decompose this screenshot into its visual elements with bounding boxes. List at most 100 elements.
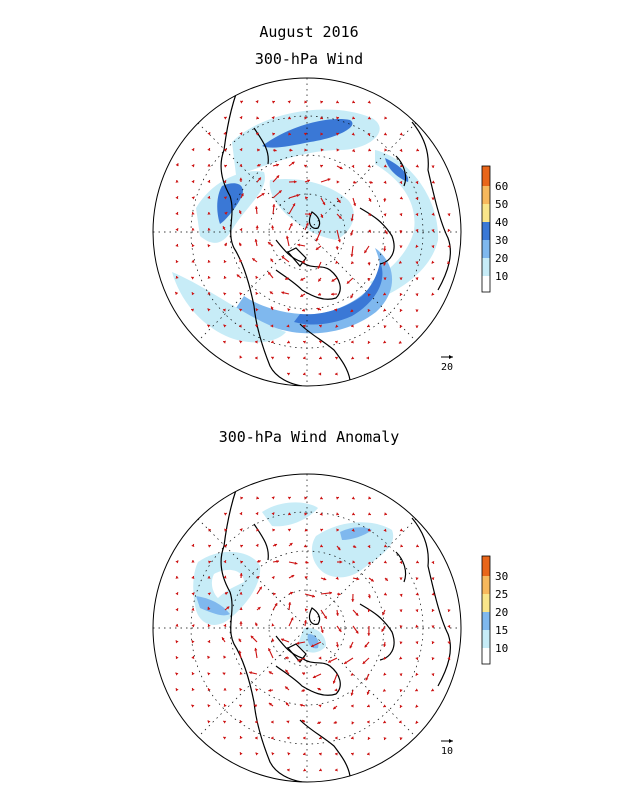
- wind-vector-head: [281, 256, 285, 260]
- wind-vector-head: [338, 215, 342, 219]
- wind-vector-head: [175, 560, 179, 564]
- wind-vector-head: [207, 656, 211, 659]
- wind-vector-head: [318, 372, 322, 376]
- wind-vector-head: [318, 278, 322, 282]
- wind-vector-head: [271, 496, 275, 500]
- wind-vector-head: [304, 116, 307, 120]
- wind-vector-head: [399, 625, 403, 628]
- wind-vector-head: [399, 213, 403, 216]
- wind-vector-head: [367, 736, 371, 740]
- wind-vector-head: [224, 528, 227, 532]
- wind-vector-head: [287, 496, 291, 500]
- wind-vector-head: [207, 720, 211, 724]
- wind-vector-head: [335, 576, 339, 580]
- wind-vector-head: [319, 736, 322, 740]
- wind-vector-head: [415, 672, 419, 676]
- wind-vector-head: [304, 100, 307, 104]
- wind-vector-head: [320, 214, 324, 218]
- top-gridlines: [153, 78, 461, 386]
- wind-vector-head: [415, 197, 419, 200]
- wind-vector-head: [384, 577, 388, 581]
- wind-vector-head: [351, 132, 355, 136]
- wind-vector-head: [287, 100, 291, 104]
- wind-vector-head: [271, 736, 274, 740]
- wind-vector-head: [353, 545, 357, 548]
- wind-vector-head: [367, 278, 371, 281]
- wind-vector-head: [328, 659, 332, 663]
- wind-vector-head: [223, 180, 227, 184]
- wind-vector-head: [208, 544, 211, 548]
- wind-vector-head: [350, 218, 354, 222]
- wind-vector-head: [334, 688, 338, 692]
- wind-vector-head: [415, 180, 419, 184]
- wind-vector-head: [370, 578, 374, 582]
- wind-vector-head: [320, 100, 323, 104]
- wind-vector-head: [223, 324, 227, 328]
- wind-vector-head: [175, 656, 179, 660]
- bottom-colorbar-swatch-6: [482, 648, 490, 664]
- wind-vector-head: [303, 620, 307, 623]
- wind-vector-head: [254, 239, 258, 242]
- wind-vector-head: [304, 148, 307, 152]
- top-colorbar-label-50: 50: [495, 198, 508, 211]
- wind-vector-head: [239, 592, 243, 595]
- wind-vector-head: [319, 752, 322, 756]
- wind-vector-head: [191, 276, 195, 280]
- wind-vector-head: [272, 204, 276, 207]
- wind-vector-head: [329, 591, 332, 595]
- wind-vector-head: [319, 324, 322, 328]
- wind-vector-head: [431, 608, 435, 612]
- wind-vector-head: [175, 292, 179, 295]
- wind-vector-head: [207, 624, 211, 628]
- wind-vector-head: [240, 544, 243, 548]
- bottom-map-boundary: [152, 473, 462, 783]
- wind-vector-head: [303, 340, 306, 344]
- wind-vector-head: [303, 356, 306, 360]
- wind-vector-head: [273, 148, 277, 152]
- top-colorbar-swatch-5: [482, 240, 490, 258]
- wind-vector-head: [208, 560, 211, 564]
- wind-vector-head: [223, 655, 227, 659]
- wind-vector-head: [287, 116, 291, 120]
- wind-vector-head: [286, 324, 290, 328]
- wind-vector-head: [399, 292, 403, 296]
- wind-vector-head: [238, 650, 242, 654]
- wind-vector-head: [431, 229, 435, 232]
- wind-vector-head: [431, 260, 435, 264]
- wind-vector-head: [431, 560, 435, 564]
- wind-vector-head: [288, 132, 291, 136]
- wind-vector-head: [305, 222, 309, 226]
- wind-vector-head: [207, 688, 211, 692]
- wind-vector-head: [335, 356, 339, 360]
- wind-vector-head: [317, 265, 321, 269]
- wind-vector-head: [353, 180, 357, 184]
- wind-vector-head: [383, 592, 387, 596]
- wind-vector-head: [351, 599, 355, 602]
- wind-vector-head: [367, 595, 371, 599]
- wind-vector-head: [239, 573, 243, 576]
- wind-vector-head: [175, 672, 179, 676]
- wind-vector-head: [270, 258, 274, 262]
- wind-vector-head: [191, 576, 195, 579]
- wind-vector-head: [285, 702, 289, 706]
- top-wind-vectors: [174, 100, 451, 376]
- wind-vector-head: [255, 276, 259, 280]
- wind-vector-head: [255, 356, 258, 360]
- wind-vector-head: [255, 132, 259, 136]
- wind-vector-head: [350, 672, 354, 676]
- wind-vector-head: [207, 324, 211, 328]
- top-colorbar: 60 50 40 30 20 10: [481, 165, 508, 293]
- wind-vector-head: [447, 641, 451, 644]
- wind-vector-head: [285, 686, 289, 690]
- wind-vector-head: [224, 164, 227, 168]
- wind-vector-head: [289, 223, 293, 227]
- wind-vector-head: [331, 278, 335, 282]
- wind-vector-head: [400, 544, 403, 548]
- top-colorbar-swatch-7: [482, 276, 490, 292]
- wind-vector-head: [223, 560, 227, 564]
- wind-vector-head: [239, 736, 243, 739]
- wind-vector-head: [431, 673, 435, 676]
- wind-vector-head: [258, 177, 261, 181]
- wind-vector-head: [383, 528, 387, 532]
- wind-vector-head: [191, 704, 195, 708]
